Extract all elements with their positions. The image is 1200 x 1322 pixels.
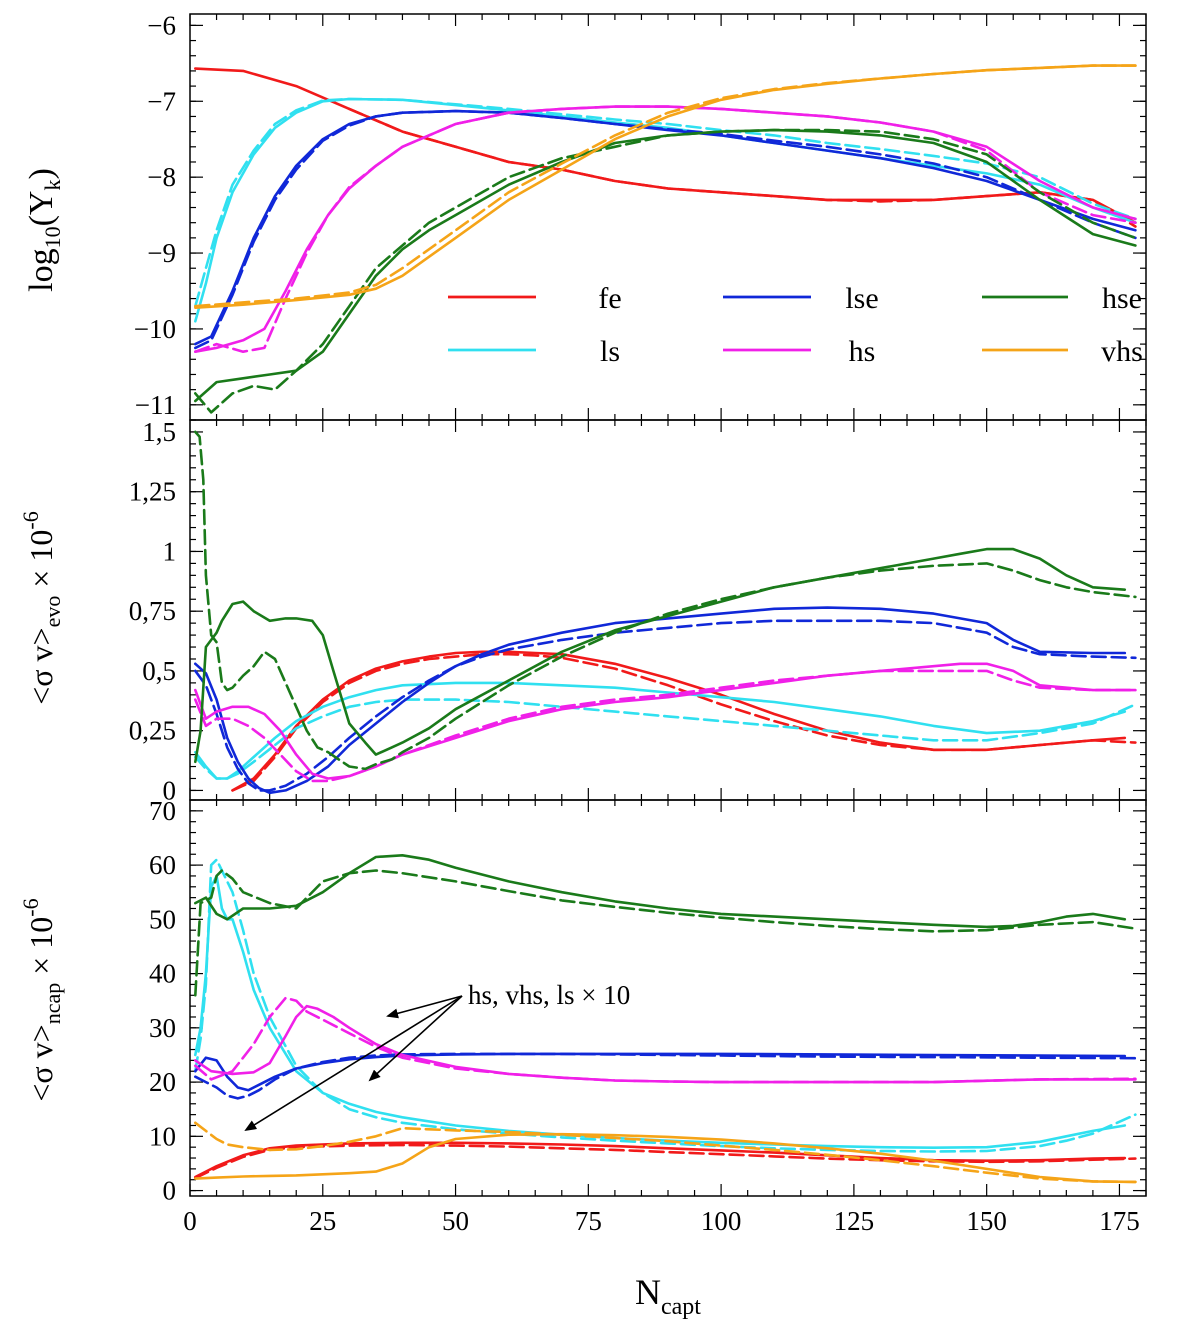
- y-tick-label: −7: [147, 86, 176, 116]
- y-title-top-close: ): [23, 168, 60, 179]
- x-tick-label: 100: [701, 1206, 742, 1236]
- series-line-fe-solid: [194, 67, 1137, 224]
- annotation-arrow: [368, 995, 463, 1082]
- annotation-arrow: [244, 995, 463, 1132]
- panel-bottom: 0 10 20 30 40 50 60 70 0 25 50 75 100 125 150 175 hs, vh…: [149, 796, 1147, 1236]
- series-line-vhs-solid: [194, 64, 1137, 309]
- series-line-hs-solid: [194, 662, 1137, 780]
- legend-label-vhs: vhs: [1101, 335, 1143, 368]
- series-line-hse-solid: [194, 547, 1127, 764]
- series-line-hse-dashed: [194, 430, 1137, 771]
- y-tick-label: 0: [163, 1176, 177, 1206]
- series-group: [194, 64, 1137, 414]
- plot-frame: [189, 419, 1147, 801]
- series-line-ls-dashed: [194, 698, 1137, 780]
- y-title-middle-text: <σ v>evo × 10-6: [18, 511, 65, 704]
- legend-label-ls: ls: [600, 335, 620, 368]
- panel-middle: 0 0,25 0,5 0,75 1 1,25 1,5: [129, 417, 1147, 805]
- series-line-hse-dashed: [194, 128, 1137, 414]
- y-tick-label: 10: [149, 1121, 176, 1151]
- y-axis-title-middle: <σ v>evo × 10-6: [18, 511, 65, 704]
- annotation-arrow: [386, 995, 463, 1019]
- y-axis-title-top: log10(Yk): [23, 168, 65, 292]
- series-line-hs-dashed: [194, 669, 1137, 783]
- y-tick-label: 20: [149, 1067, 176, 1097]
- x-tick-label: 125: [834, 1206, 875, 1236]
- series-line-lse-solid: [194, 606, 1127, 795]
- legend-label-fe: fe: [598, 282, 621, 315]
- y-tick-label: 70: [149, 796, 176, 826]
- series-line-ls-dashed: [194, 858, 1137, 1153]
- series-line-lse-solid: [194, 1052, 1127, 1092]
- y-tick-label: −10: [134, 314, 176, 344]
- y-title-middle-times: × 10: [23, 530, 59, 596]
- series-line-fe-dashed: [348, 107, 1137, 228]
- y-tick-label: 50: [149, 904, 176, 934]
- y-tick-label: −9: [147, 238, 176, 268]
- series-group: [194, 430, 1137, 795]
- y-tick-label: −11: [135, 390, 176, 420]
- y-title-bottom-text: <σ v>ncap × 10-6: [18, 898, 65, 1101]
- y-title-top-sub: 10: [40, 226, 65, 248]
- series-line-hs-solid: [194, 105, 1137, 353]
- series-line-vhs-dashed: [194, 64, 1137, 308]
- series-line-hse-solid: [194, 128, 1137, 403]
- y-title-bottom-sup: -6: [18, 898, 43, 916]
- plot-frame: [189, 13, 1147, 421]
- y-title-bottom-times: × 10: [23, 917, 59, 983]
- y-axis-title-bottom: <σ v>ncap × 10-6: [18, 898, 65, 1101]
- y-title-bottom-main: <σ v>: [23, 1024, 59, 1101]
- y-tick-label: 0,75: [129, 596, 176, 626]
- y-tick-label: 0,25: [129, 716, 176, 746]
- y-tick-label: 1,5: [142, 417, 176, 447]
- series-line-fe-dashed: [231, 652, 1137, 792]
- y-title-middle-sup: -6: [18, 511, 43, 529]
- panel-top: −11 −10 −9 −8 −7 −6 fe lse hse ls hs vhs: [134, 10, 1147, 421]
- y-tick-label: 30: [149, 1013, 176, 1043]
- series-line-hs-solid: [194, 1004, 1137, 1084]
- series-line-ls-solid: [194, 874, 1127, 1149]
- y-tick-label: 1: [163, 536, 177, 566]
- series-line-hse-dashed: [194, 869, 1137, 997]
- y-tick-label: −8: [147, 162, 176, 192]
- y-tick-label: 1,25: [129, 477, 176, 507]
- x-axis-title: Ncapt: [635, 1272, 701, 1320]
- y-title-top-text: log10(Yk): [23, 168, 65, 292]
- x-title-sub: capt: [661, 1294, 701, 1320]
- y-tick-label: 0: [163, 775, 177, 805]
- y-tick-label: −6: [147, 10, 176, 40]
- x-tick-label: 50: [442, 1206, 469, 1236]
- series-line-ls-solid: [194, 97, 1137, 323]
- series-line-ls-solid: [194, 681, 1127, 780]
- series-line-hs-dashed: [194, 105, 1137, 353]
- y-title-top-paren: (Y: [23, 190, 60, 226]
- y-title-middle-main: <σ v>: [23, 627, 59, 704]
- x-tick-label: 75: [575, 1206, 602, 1236]
- legend-label-hs: hs: [849, 335, 876, 368]
- x-tick-label: 0: [183, 1206, 197, 1236]
- legend-label-hse: hse: [1102, 282, 1142, 315]
- y-tick-label: 0,5: [142, 656, 176, 686]
- series-line-lse-dashed: [194, 1052, 1137, 1100]
- series-line-hs-dashed: [194, 996, 1137, 1084]
- x-title-main: N: [635, 1272, 661, 1312]
- x-tick-label: 150: [966, 1206, 1007, 1236]
- y-title-top-main: log: [23, 248, 60, 291]
- series-line-hse-solid: [194, 854, 1127, 929]
- y-tick-label: 60: [149, 850, 176, 880]
- legend-label-lse: lse: [845, 282, 878, 315]
- annotation-text: hs, vhs, ls × 10: [468, 980, 630, 1010]
- series-line-lse-solid: [194, 109, 1137, 346]
- y-title-bottom-sub: ncap: [40, 983, 65, 1025]
- y-title-top-subk: k: [40, 179, 65, 190]
- series-group: [194, 854, 1137, 1184]
- series-line-vhs-dashed: [194, 1121, 1137, 1184]
- y-title-middle-sub: evo: [40, 596, 65, 628]
- y-tick-label: 40: [149, 959, 176, 989]
- x-tick-label: 175: [1099, 1206, 1140, 1236]
- series-line-lse-dashed: [194, 109, 1137, 350]
- series-line-lse-dashed: [194, 619, 1137, 792]
- x-tick-label: 25: [309, 1206, 336, 1236]
